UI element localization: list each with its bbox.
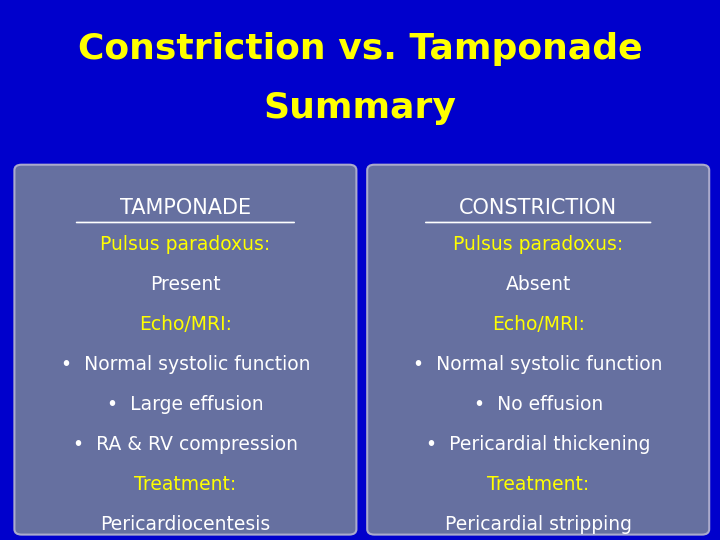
- Text: •  Pericardial thickening: • Pericardial thickening: [426, 435, 650, 454]
- Text: Pulsus paradoxus:: Pulsus paradoxus:: [453, 235, 624, 254]
- Text: CONSTRICTION: CONSTRICTION: [459, 198, 617, 218]
- Text: •  RA & RV compression: • RA & RV compression: [73, 435, 298, 454]
- Text: •  Normal systolic function: • Normal systolic function: [60, 355, 310, 374]
- Text: Pericardial stripping: Pericardial stripping: [445, 515, 631, 534]
- FancyBboxPatch shape: [14, 165, 356, 535]
- Text: •  Large effusion: • Large effusion: [107, 395, 264, 414]
- Text: Summary: Summary: [264, 91, 456, 125]
- Text: Treatment:: Treatment:: [134, 475, 237, 494]
- Text: •  Normal systolic function: • Normal systolic function: [413, 355, 663, 374]
- Text: Echo/MRI:: Echo/MRI:: [492, 315, 585, 334]
- Text: •  No effusion: • No effusion: [474, 395, 603, 414]
- Text: TAMPONADE: TAMPONADE: [120, 198, 251, 218]
- Text: Pulsus paradoxus:: Pulsus paradoxus:: [100, 235, 271, 254]
- Text: Treatment:: Treatment:: [487, 475, 590, 494]
- Text: Echo/MRI:: Echo/MRI:: [139, 315, 232, 334]
- Text: Absent: Absent: [505, 275, 571, 294]
- Text: Pericardiocentesis: Pericardiocentesis: [100, 515, 271, 534]
- Text: Present: Present: [150, 275, 221, 294]
- FancyBboxPatch shape: [367, 165, 709, 535]
- Text: Constriction vs. Tamponade: Constriction vs. Tamponade: [78, 32, 642, 65]
